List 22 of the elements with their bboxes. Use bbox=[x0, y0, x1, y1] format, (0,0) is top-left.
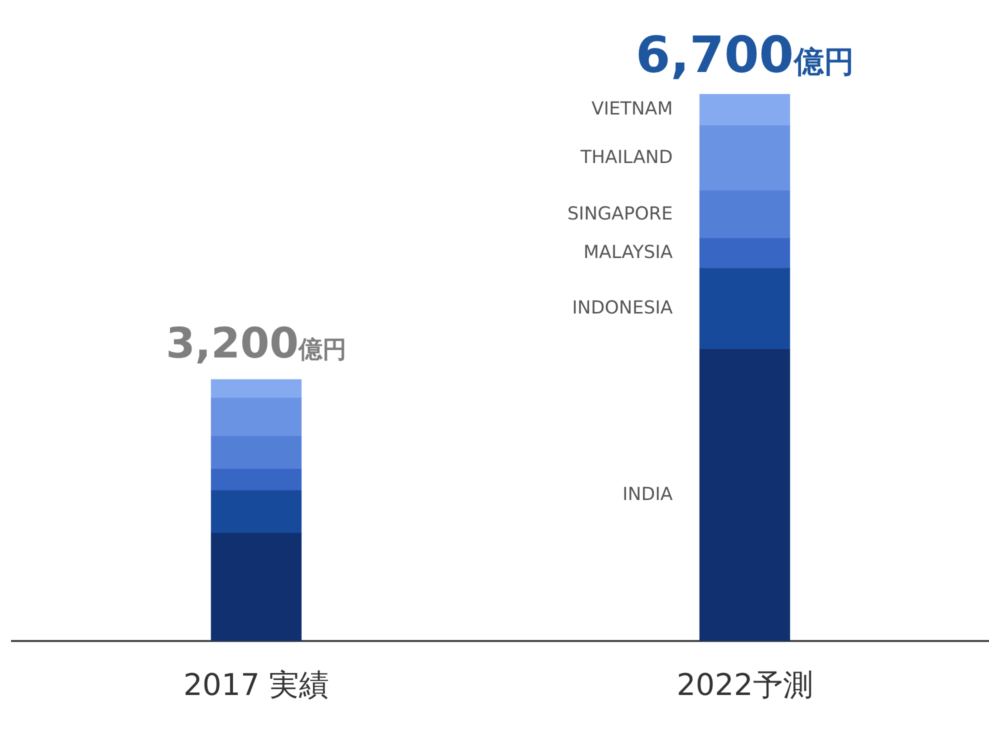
bar bbox=[210, 532, 302, 641]
bar bbox=[699, 190, 790, 239]
series-label: INDIA bbox=[622, 484, 674, 505]
series-label: INDONESIA bbox=[572, 298, 674, 319]
x-tick-label: 2022予測 bbox=[676, 668, 813, 703]
bar bbox=[699, 349, 790, 641]
series-label: MALAYSIA bbox=[584, 242, 674, 264]
annotation: 6,700億円 bbox=[636, 26, 854, 84]
bar bbox=[210, 490, 302, 534]
bar bbox=[699, 125, 790, 192]
series-label: THAILAND bbox=[580, 146, 673, 168]
bar bbox=[210, 468, 302, 491]
annotation: 3,200億円 bbox=[166, 318, 347, 368]
x-tick-label: 2017 実績 bbox=[183, 668, 330, 703]
bar bbox=[210, 398, 302, 437]
bar bbox=[699, 238, 790, 269]
bar bbox=[699, 94, 790, 126]
series-label: VIETNAM bbox=[591, 98, 673, 120]
bar bbox=[210, 436, 302, 470]
series-label: SINGAPORE bbox=[567, 203, 673, 224]
bar bbox=[210, 379, 302, 398]
bar bbox=[699, 268, 790, 350]
